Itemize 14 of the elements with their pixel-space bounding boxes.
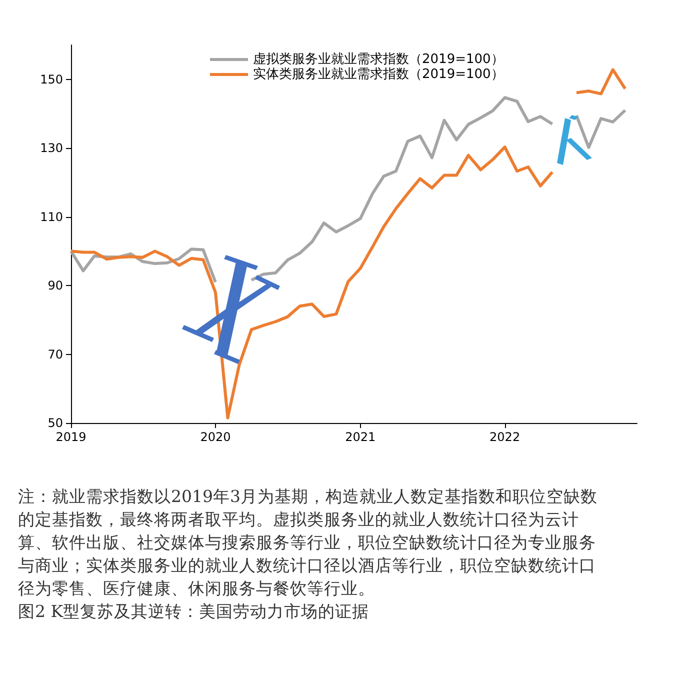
x-tick-label: 2021 xyxy=(345,430,376,444)
legend-label: 虚拟类服务业就业需求指数（2019=100） xyxy=(253,52,504,67)
x-tick-label: 2019 xyxy=(56,430,86,444)
x-tick-label: 2022 xyxy=(490,430,520,444)
y-tick-label: 110 xyxy=(40,210,63,224)
text: 注：就业需求指数以2019年3月为基期，构造就业人数定基指数和职位空缺数的定基指数，最终将两者取平均。虚拟类服务业的就业人数统计口径为云计算、软件出版、社交媒体与搜索服务等行业，职位空缺数统计口径为专业服务与商业；实体类服务业的就业人数统计口径以酒店等行业，职位空缺数统计口径为零售、医疗健康、休闲服务与餐饮等行业。 xyxy=(18,486,598,600)
y-tick-label: 50 xyxy=(48,416,63,430)
y-tick-label: 150 xyxy=(40,72,63,86)
text: 图2 K型复苏及其逆转：美国劳动力市场的证据 xyxy=(18,601,370,623)
y-tick-label: 90 xyxy=(48,278,63,293)
y-tick-label: 130 xyxy=(40,141,63,156)
x-tick-label: 2020 xyxy=(200,430,231,444)
y-tick-label: 70 xyxy=(48,347,63,362)
legend-label: 实体类服务业就业需求指数（2019=100） xyxy=(253,67,504,82)
